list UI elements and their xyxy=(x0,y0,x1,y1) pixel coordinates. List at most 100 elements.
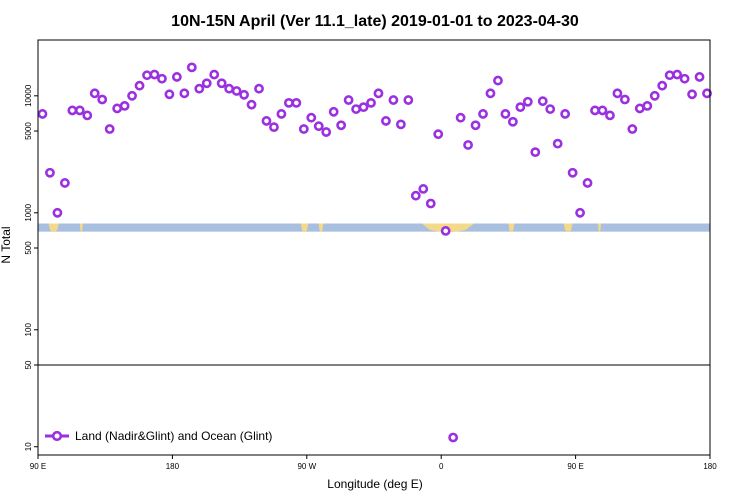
chart-title: 10N-15N April (Ver 11.1_late) 2019-01-01… xyxy=(171,13,579,30)
data-point xyxy=(216,78,227,89)
data-point xyxy=(493,75,503,86)
legend-label: Land (Nadir&Glint) and Ocean (Glint) xyxy=(75,429,272,443)
data-point xyxy=(448,432,459,443)
y-tick-label: 10 xyxy=(24,442,33,451)
data-point xyxy=(261,116,272,126)
data-points xyxy=(37,62,712,443)
data-point xyxy=(142,70,152,81)
data-point xyxy=(366,97,376,108)
data-point xyxy=(418,184,429,194)
data-point xyxy=(171,72,182,82)
data-point xyxy=(269,122,279,133)
data-point xyxy=(37,109,48,119)
x-tick-label: 90 W xyxy=(297,462,316,471)
x-axis-label: Longitude (deg E) xyxy=(327,477,422,491)
data-point xyxy=(582,178,593,188)
data-point xyxy=(381,116,391,126)
data-point xyxy=(67,105,78,116)
data-point xyxy=(224,83,235,94)
land-shape xyxy=(508,223,515,233)
data-point xyxy=(157,73,167,84)
data-point xyxy=(575,207,585,218)
data-point xyxy=(560,109,571,119)
ocean-strip xyxy=(38,223,710,232)
data-point xyxy=(649,90,660,101)
data-point xyxy=(231,86,242,96)
legend: Land (Nadir&Glint) and Ocean (Glint) xyxy=(45,429,272,443)
data-point xyxy=(373,88,384,99)
data-point xyxy=(403,95,414,105)
data-point xyxy=(283,97,294,108)
x-tick-label: 0 xyxy=(439,462,444,471)
data-point xyxy=(201,78,212,89)
data-point xyxy=(433,129,444,140)
data-point xyxy=(530,147,541,158)
data-point xyxy=(343,95,354,105)
data-point xyxy=(679,73,690,84)
data-point xyxy=(545,104,556,114)
data-point xyxy=(313,121,324,132)
data-point xyxy=(239,89,249,100)
data-point xyxy=(358,102,369,113)
x-tick-label: 180 xyxy=(166,462,180,471)
data-point xyxy=(291,97,302,108)
x-axis: 90 E 180 90 W 0 90 E 180 xyxy=(30,455,717,471)
land-shape xyxy=(598,223,601,233)
data-point xyxy=(276,109,287,119)
data-point xyxy=(478,109,488,119)
land-shape xyxy=(48,223,59,233)
land-shape xyxy=(563,223,573,233)
data-point xyxy=(470,120,481,131)
data-point xyxy=(164,89,175,100)
x-tick-label: 90 E xyxy=(567,462,583,471)
x-tick-label: 90 E xyxy=(30,462,46,471)
data-point xyxy=(455,112,466,123)
map-band xyxy=(38,223,710,233)
data-point xyxy=(186,62,197,73)
data-point xyxy=(246,99,257,110)
data-point xyxy=(440,226,451,236)
legend-marker xyxy=(51,430,63,442)
y-tick-label: 500 xyxy=(24,241,33,255)
data-point xyxy=(627,124,638,134)
plot-frame xyxy=(37,39,711,456)
data-point xyxy=(104,124,115,134)
data-point xyxy=(500,109,511,119)
y-tick-label: 50 xyxy=(24,360,33,369)
data-point xyxy=(410,190,421,201)
data-point xyxy=(634,103,645,114)
data-point xyxy=(672,69,683,80)
data-point xyxy=(642,100,653,111)
data-point xyxy=(425,198,436,209)
y-tick-label: 5000 xyxy=(24,122,33,140)
data-point xyxy=(74,105,85,116)
data-point xyxy=(179,88,190,99)
data-point xyxy=(619,94,630,105)
land-shape xyxy=(300,223,309,233)
data-point xyxy=(537,96,548,107)
data-point xyxy=(664,70,675,81)
x-tick-label: 180 xyxy=(703,462,717,471)
land-shape xyxy=(318,223,324,233)
data-point xyxy=(209,69,220,80)
data-point xyxy=(351,104,361,114)
y-tick-label: 1000 xyxy=(24,203,33,221)
data-point xyxy=(112,103,123,114)
data-point xyxy=(597,105,608,116)
data-point xyxy=(119,100,130,111)
data-point xyxy=(605,110,615,121)
data-point xyxy=(463,140,473,150)
data-point xyxy=(59,178,70,188)
data-point xyxy=(522,96,533,107)
data-point xyxy=(694,72,705,82)
data-point xyxy=(82,110,93,121)
data-point xyxy=(552,138,563,149)
data-point xyxy=(687,89,697,100)
data-point xyxy=(149,69,160,80)
data-point xyxy=(328,106,339,117)
land-shape xyxy=(79,223,83,233)
data-point xyxy=(485,88,496,99)
data-point xyxy=(612,88,623,99)
data-point xyxy=(97,94,108,105)
